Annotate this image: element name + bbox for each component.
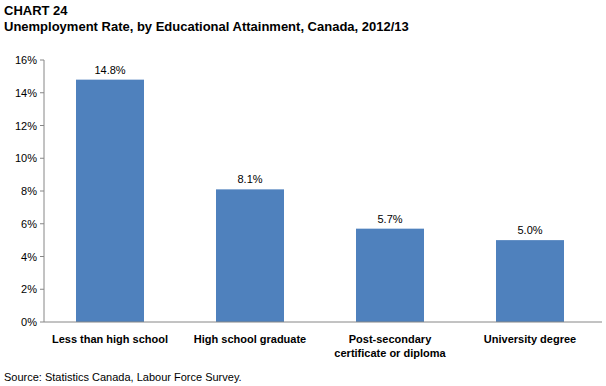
data-label: 14.8% [94, 64, 125, 76]
y-tick [40, 223, 44, 224]
y-tick-label: 2% [21, 283, 37, 295]
label-line: Post-secondary [349, 333, 432, 345]
y-tick-label: 12% [15, 120, 37, 132]
chart: CHART 24Unemployment Rate, by Educationa… [0, 0, 606, 386]
subtitle: Unemployment Rate, by Educational Attain… [4, 19, 409, 34]
y-tick-label: 6% [21, 218, 37, 230]
y-tick-label: 10% [15, 152, 37, 164]
source: Source: Statistics Canada, Labour Force … [4, 371, 242, 383]
bar [496, 240, 564, 322]
y-tick-label: 16% [15, 54, 37, 66]
data-label: 5.0% [517, 224, 542, 236]
bar [76, 80, 144, 322]
label-line: High school graduate [194, 333, 306, 345]
y-tick-label: 0% [21, 316, 37, 328]
title: CHART 24 [4, 3, 68, 18]
label-line: certificate or diploma [334, 347, 446, 359]
x-axis [44, 322, 602, 323]
data-label: 8.1% [237, 173, 262, 185]
y-tick-label: 8% [21, 185, 37, 197]
x-tick-label: Less than high school [52, 333, 168, 345]
x-tick-label: Post-secondary certificate or diploma [334, 333, 446, 359]
y-tick [40, 191, 44, 192]
y-tick-label: 4% [21, 251, 37, 263]
y-tick [40, 92, 44, 93]
x-tick-label: University degree [484, 333, 576, 345]
label-line: Less than high school [52, 333, 168, 345]
y-tick [40, 158, 44, 159]
bar [356, 229, 424, 322]
y-tick [40, 322, 44, 323]
data-label: 5.7% [377, 213, 402, 225]
y-tick-label: 14% [15, 87, 37, 99]
y-tick [40, 289, 44, 290]
y-tick [40, 256, 44, 257]
y-tick [40, 125, 44, 126]
x-tick-label: High school graduate [194, 333, 306, 345]
y-tick [40, 60, 44, 61]
label-line: University degree [484, 333, 576, 345]
bars [76, 80, 564, 322]
y-axis [44, 60, 45, 322]
bar [216, 189, 284, 322]
